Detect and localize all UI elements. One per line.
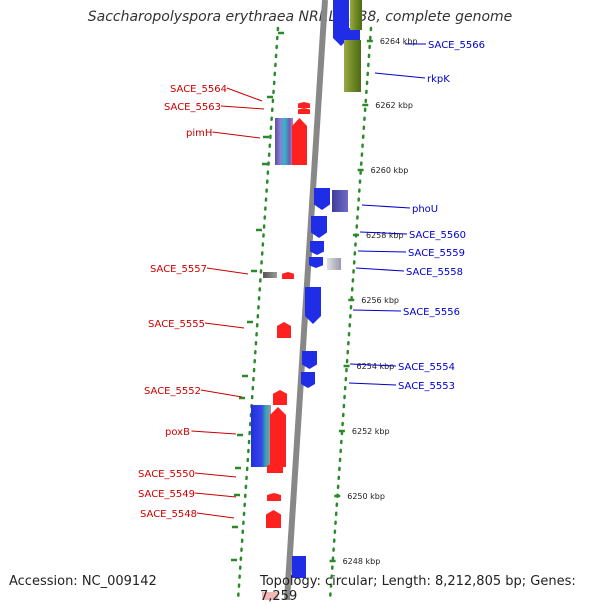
label-leader [196,512,235,519]
label-leader [194,492,237,498]
label-leader [206,267,249,275]
gene-label-right[interactable]: SACE_5556 [403,307,460,318]
gene-label-left[interactable]: pimH [186,128,212,139]
gene-label-left[interactable]: SACE_5564 [170,84,227,95]
gene-block[interactable] [350,0,362,30]
gene-block[interactable] [332,190,348,212]
label-leader [220,105,265,110]
tick-label: 6262 kbp [375,101,413,110]
label-leader [355,267,405,272]
gene-arrow[interactable] [314,188,330,210]
tick-label: 6264 kbp [380,37,418,46]
label-leader [352,309,402,312]
gene-label-left[interactable]: SACE_5549 [138,489,195,500]
tick-label: 6258 kbp [366,231,404,240]
label-leader [361,204,411,209]
gene-arrow[interactable] [267,493,281,501]
gene-arrow[interactable] [292,118,307,165]
gene-arrow[interactable] [267,463,283,473]
gene-arrow[interactable] [266,510,281,528]
tick-label: 6252 kbp [352,427,390,436]
label-leader [204,322,245,329]
gene-arrow[interactable] [270,407,286,467]
gene-label-right[interactable]: SACE_5553 [398,381,455,392]
tick-label: 6250 kbp [347,492,385,501]
gene-label-left[interactable]: SACE_5550 [138,469,195,480]
label-leader [200,389,243,398]
accession-text: Accession: NC_009142 [9,574,157,589]
gene-arrow[interactable] [310,241,324,255]
gene-arrow[interactable] [273,390,287,405]
label-leader [348,382,397,386]
right-tick-ring [328,26,373,600]
gene-arrow[interactable] [298,108,310,114]
map-title: Saccharopolyspora erythraea NRRL 2338, c… [87,9,513,25]
gene-arrow[interactable] [301,372,315,388]
gene-label-left[interactable]: SACE_5555 [148,319,205,330]
gene-arrow[interactable] [305,287,321,324]
label-leader [359,231,408,235]
label-leader [226,87,263,102]
label-leader [194,472,237,478]
gene-label-right[interactable]: SACE_5558 [406,267,463,278]
gene-block[interactable] [333,0,349,46]
tick-label: 6248 kbp [343,557,381,566]
gene-label-right[interactable]: SACE_5554 [398,362,455,373]
label-leader [212,131,261,139]
label-leader [191,430,237,435]
gene-arrow[interactable] [277,322,291,338]
tick-label: 6254 kbp [357,362,395,371]
label-leader [374,72,426,79]
gene-label-right[interactable]: rkpK [427,74,450,85]
gene-arrow[interactable] [302,351,317,369]
gene-block[interactable] [275,118,293,165]
gene-label-right[interactable]: SACE_5559 [408,248,465,259]
gene-arrow[interactable] [282,272,294,279]
gene-block[interactable] [344,40,361,92]
gene-block[interactable] [251,405,271,467]
gene-label-left[interactable]: SACE_5563 [164,102,221,113]
left-tick-ring [236,26,280,600]
tick-label: 6256 kbp [361,296,399,305]
gene-block[interactable] [327,258,341,270]
tick-label: 6260 kbp [371,166,409,175]
gene-label-left[interactable]: SACE_5557 [150,264,207,275]
label-leader [349,363,397,367]
gene-label-right[interactable]: SACE_5560 [409,230,466,241]
gene-arrow[interactable] [311,216,327,238]
gene-arrow[interactable] [298,102,310,108]
gene-block[interactable] [263,272,277,278]
gene-block[interactable] [292,556,306,578]
label-leader [357,250,407,253]
gene-label-right[interactable]: SACE_5566 [428,40,485,51]
gene-label-left[interactable]: poxB [165,427,190,438]
gene-label-right[interactable]: phoU [412,204,438,215]
gene-arrow[interactable] [309,257,323,268]
gene-label-left[interactable]: SACE_5548 [140,509,197,520]
gene-label-left[interactable]: SACE_5552 [144,386,201,397]
gene-block[interactable] [262,592,278,600]
